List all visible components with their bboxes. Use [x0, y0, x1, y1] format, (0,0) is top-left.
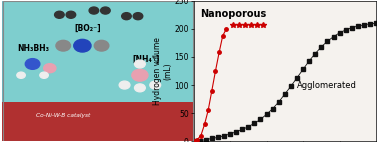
Circle shape: [122, 13, 131, 20]
Text: Nanoporous: Nanoporous: [200, 9, 266, 19]
Circle shape: [89, 7, 99, 14]
Circle shape: [56, 40, 71, 51]
Circle shape: [74, 39, 91, 52]
Circle shape: [150, 81, 161, 89]
Circle shape: [135, 60, 145, 68]
Text: [BO₂⁻]: [BO₂⁻]: [75, 24, 101, 33]
Circle shape: [133, 13, 143, 20]
Circle shape: [135, 84, 145, 92]
Y-axis label: Hydrogen volume
(mL): Hydrogen volume (mL): [153, 37, 173, 105]
Text: Co-Ni-W-B catalyst: Co-Ni-W-B catalyst: [36, 113, 91, 118]
Bar: [2, 102, 194, 141]
Text: NH₃BH₃: NH₃BH₃: [17, 44, 49, 53]
Circle shape: [101, 7, 110, 14]
Circle shape: [54, 11, 64, 18]
Circle shape: [44, 64, 56, 73]
Circle shape: [17, 72, 25, 78]
Circle shape: [119, 81, 130, 89]
Circle shape: [94, 40, 109, 51]
Circle shape: [132, 69, 148, 81]
Circle shape: [40, 72, 48, 78]
Circle shape: [25, 59, 40, 69]
Bar: [2, 1, 194, 102]
Text: [NH₄⁺]: [NH₄⁺]: [132, 55, 160, 64]
Circle shape: [66, 11, 76, 18]
Text: Agglomerated: Agglomerated: [297, 81, 357, 90]
